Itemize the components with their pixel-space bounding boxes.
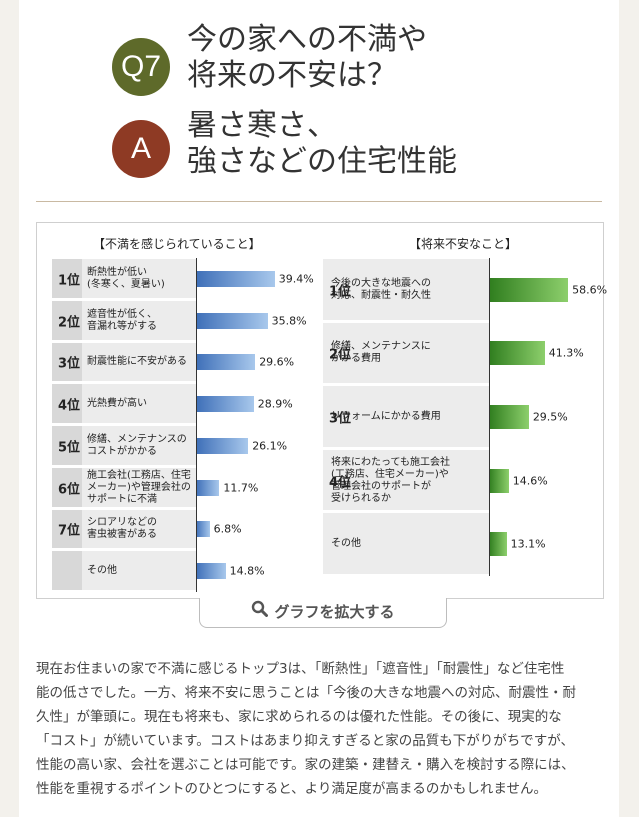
rank-label: 4位 [329,475,352,491]
bar-row [52,551,196,590]
bar-row [323,386,489,447]
bar-row [323,513,489,574]
bar-row [52,384,196,423]
value-label: 35.8% [271,314,307,328]
body-paragraph: 現在お住まいの家で不満に感じるトップ3は、「断熱性」「遮音性」「耐震性」など住宅… [36,661,576,797]
rank-label: 3位 [329,411,352,427]
bar [196,437,249,454]
category-label: 修繕、メンテナンスに かかる費用 [331,341,431,365]
value-label: 26.1% [252,439,288,453]
rank-label: 1位 [58,273,81,289]
rank-label: 2位 [58,315,81,331]
value-axis [489,258,490,576]
divider [36,201,602,202]
question-text: 今の家への不満や 将来の不安は？ [187,22,427,93]
right-panel-title: 【将来不安なこと】 [409,237,518,251]
left-panel-title: 【不満を感じられていること】 [93,237,261,251]
value-label: 6.8% [213,522,242,536]
rank-cell [52,426,82,465]
category-label: 施工会社(工務店、住宅 メーカー)や管理会社の サポートに不満 [87,469,191,505]
bar [489,341,545,366]
category-label: シロアリなどの 害虫被害がある [87,517,157,541]
row-background [323,259,489,320]
rank-cell [52,259,82,298]
rank-label: 2位 [329,347,352,363]
bar [196,396,254,413]
magnifier-icon [251,598,269,627]
value-label: 28.9% [257,397,293,411]
bar [196,563,226,580]
bar-row [52,509,196,549]
rank-label: 4位 [58,398,81,414]
answer-badge: A [112,120,170,178]
category-label: 修繕、メンテナンスの コストがかかる [87,433,187,457]
row-background [323,449,489,511]
rank-cell [52,342,82,382]
category-label: その他 [331,538,361,550]
value-label: 41.3% [548,346,584,360]
bar [489,277,569,302]
bar [196,521,210,538]
rank-label: 1位 [329,284,352,300]
category-label: その他 [87,565,117,577]
category-label: 光熱費が高い [87,398,147,410]
answer-text: 暑さ寒さ、 強さなどの住宅性能 [187,108,457,179]
rank-label: 7位 [58,523,81,539]
bar [196,479,220,496]
rank-cell [52,467,82,507]
bar-row [52,342,196,382]
rank-label: 6位 [58,482,81,498]
value-label: 39.4% [278,272,314,286]
value-label: 29.5% [532,410,568,424]
rank-label: 5位 [58,440,81,456]
bar-row [52,300,196,340]
bar-row [323,449,489,511]
chart-frame: 【不満を感じられていること】 【将来不安なこと】 1位 断熱性が低い (冬寒く、夏… [36,222,608,599]
rank-cell [52,384,82,423]
row-background [323,322,489,384]
rank-cell [52,509,82,549]
article-card: Q7 今の家への不満や 将来の不安は？ A 暑さ寒さ、 強さなどの住宅性能 【不… [19,0,619,817]
category-label: リフォームにかかる費用 [331,411,441,422]
bar-row [323,259,489,320]
bar [196,312,268,329]
category-label: 将来にわたっても施工会社 (工務店、住宅メーカー)や 管理会社のサポートが 受け… [331,456,450,504]
enlarge-graph-label: グラフを拡大する [274,603,395,621]
bar [489,405,529,429]
value-label: 13.1% [510,537,546,551]
bar [489,468,509,493]
row-background [323,513,489,574]
enlarge-graph-button[interactable]: グラフを拡大する [199,598,447,628]
question-badge: Q7 [112,38,170,96]
value-label: 29.6% [259,355,295,369]
bar [489,532,507,557]
category-label: 断熱性が低い (冬寒く、夏暑い) [87,266,165,290]
category-label: 遮音性が低く、 音漏れ等がする [87,308,157,332]
category-label: 今後の大きな地震への 対応、耐震性・耐久性 [331,277,431,301]
bar [196,270,275,287]
rank-cell [52,300,82,340]
category-label: 耐震性能に不安がある [87,356,187,368]
value-label: 14.6% [512,474,548,488]
value-axis [196,258,197,592]
value-label: 14.8% [229,564,265,578]
rank-cell [52,551,82,590]
value-label: 58.6% [572,283,608,297]
row-background [323,386,489,447]
value-label: 11.7% [223,481,259,495]
rank-label: 3位 [58,356,81,372]
bar-row [52,467,196,507]
bar-row [52,426,196,465]
bar-row [52,259,196,298]
bar-row [323,322,489,384]
bar [196,354,256,371]
